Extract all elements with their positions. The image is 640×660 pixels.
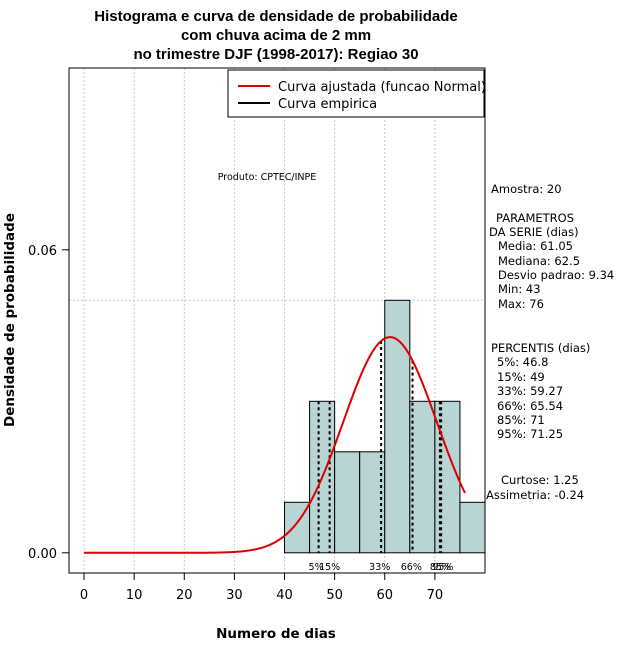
percentile-label: 85%: [430, 562, 451, 573]
percentile-lines-layer: [317, 340, 443, 553]
x-tick-label: 0: [80, 588, 88, 603]
histogram-bar: [384, 299, 411, 554]
x-tick-label: 40: [276, 588, 293, 603]
param-desvio: Desvio padrao: 9.34: [498, 268, 614, 282]
legend-box: [227, 69, 485, 118]
percentil-85: 85%: 71: [497, 413, 545, 427]
legend-label-fit: Curva ajustada (funcao Normal): [278, 80, 486, 95]
sample-size: Amostra: 20: [491, 182, 562, 196]
percentile-labels-layer: 5%15% 33% 66% 85%95%: [309, 562, 454, 573]
percentil-5: 5%: 46.8: [497, 355, 548, 369]
normal-fit-curve: [84, 336, 466, 554]
params-title-1: PARAMETROS: [496, 211, 574, 225]
histogram-bar: [409, 400, 436, 554]
chart-title-line-3: no trimestre DJF (1998-2017): Regiao 30: [133, 46, 418, 63]
param-mediana: Mediana: 62.5: [498, 254, 580, 268]
histogram-bar: [359, 451, 386, 554]
x-tick-label: 50: [326, 588, 343, 603]
param-max: Max: 76: [498, 297, 544, 311]
stats-panel: Amostra: 20 PARAMETROS DA SERIE (dias) M…: [486, 182, 614, 502]
chart-title-line-1: Histograma e curva de densidade de proba…: [94, 8, 457, 25]
y-axis-title: Densidade de probabilidade: [2, 213, 18, 427]
percentile-label: 95%: [432, 562, 453, 573]
percentile-label: 66%: [401, 562, 422, 573]
percentile-label: 33%: [369, 562, 390, 573]
histogram-bar: [334, 451, 361, 554]
plot-frame: [68, 67, 486, 574]
legend: Curva ajustada (funcao Normal) Curva emp…: [227, 69, 486, 118]
percentil-95: 95%: 71.25: [497, 427, 563, 441]
percentil-15: 15%: 49: [497, 370, 545, 384]
x-tick-label: 30: [226, 588, 243, 603]
percentis-title: PERCENTIS (dias): [491, 341, 590, 355]
params-title-2: DA SERIE (dias): [489, 225, 579, 239]
percentile-label: 5%: [309, 562, 324, 573]
x-tick-label: 70: [427, 588, 444, 603]
product-annotation: Produto: CPTEC/INPE: [218, 172, 317, 183]
x-tick-label: 60: [376, 588, 393, 603]
x-axis-title: Numero de dias: [216, 626, 336, 642]
curtose: Curtose: 1.25: [501, 473, 579, 487]
percentile-label: 15%: [319, 562, 340, 573]
x-tick-label: 20: [176, 588, 193, 603]
assimetria: Assimetria: -0.24: [486, 488, 584, 502]
y-tick-label: 0.06: [28, 244, 57, 259]
y-tick-label: 0.00: [28, 547, 57, 562]
histogram-bar: [434, 400, 461, 554]
chart-title-line-2: com chuva acima de 2 mm: [181, 27, 371, 44]
percentil-33: 33%: 59.27: [497, 384, 563, 398]
axis-layer: 0 10 20 30 40 50 60 70 0.00 0.06: [28, 244, 443, 603]
x-tick-label: 10: [126, 588, 143, 603]
param-media: Media: 61.05: [498, 239, 573, 253]
histogram-bar: [459, 501, 486, 554]
percentil-66: 66%: 65.54: [497, 399, 563, 413]
grid-layer: [69, 68, 485, 573]
param-min: Min: 43: [498, 282, 541, 296]
legend-label-empirical: Curva empirica: [278, 97, 377, 112]
